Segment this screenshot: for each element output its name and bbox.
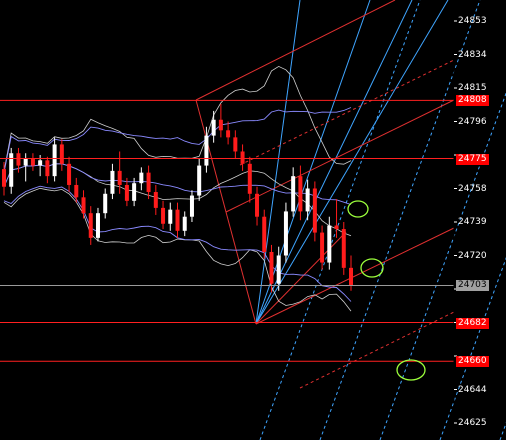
fan-dashed-line [259, 0, 421, 440]
candle-body [88, 213, 93, 238]
candle-body [168, 209, 173, 224]
candle-body [233, 137, 238, 152]
channel-lines [195, 0, 455, 389]
candle-body [189, 195, 194, 217]
candle-body [23, 158, 28, 166]
candle-body [30, 158, 35, 166]
candle-body [38, 160, 43, 166]
axis-tick-label: 24644 [458, 384, 487, 395]
highlight-ellipse [347, 200, 369, 218]
axis-tick-label: 24853 [458, 16, 487, 26]
candle-body [320, 232, 325, 263]
band-lower [3, 187, 352, 312]
candle-body [124, 184, 129, 201]
candle-body [16, 153, 21, 166]
candle-body [153, 192, 158, 208]
level-tag: 24808 [456, 95, 489, 107]
highlight-ellipses [347, 200, 426, 381]
channel-lower [255, 227, 455, 325]
candle-body [312, 188, 317, 233]
candle-body [247, 163, 252, 194]
candle-body [139, 172, 144, 184]
candle-body [110, 170, 115, 194]
axis-tick-label: 24758 [458, 183, 487, 194]
candle-body [132, 183, 137, 201]
candle-body [182, 216, 187, 231]
candle-body [341, 229, 346, 268]
candle-body [197, 165, 202, 196]
candle-body [334, 225, 339, 230]
fan-line [255, 0, 449, 325]
fan-dashed-line [319, 0, 481, 440]
level-tag: 24703 [456, 280, 489, 292]
candle-body [146, 172, 151, 193]
candle-body [161, 207, 166, 224]
fan-lines [255, 0, 506, 440]
axis-tick-label: 24815 [458, 83, 487, 93]
axis-tick-label: 24739 [458, 217, 487, 227]
candle-body [305, 188, 310, 212]
channel-dashed [299, 311, 455, 389]
candle-body [103, 193, 108, 214]
candle-body [349, 267, 353, 286]
candle-body [9, 153, 14, 187]
level-tag: 24682 [456, 317, 489, 329]
candle-body [45, 160, 50, 177]
fan-line [255, 0, 301, 325]
candle-body [269, 251, 274, 284]
candle-body [226, 130, 231, 138]
candle-body [291, 176, 296, 212]
channel-dashed [239, 59, 455, 166]
fan-dashed-line [499, 422, 506, 440]
highlight-ellipse [396, 359, 426, 381]
axis-tick-label: 24720 [458, 250, 487, 261]
candle-body [218, 119, 223, 131]
candle-body [204, 135, 209, 166]
candle-body [240, 151, 245, 164]
candle-body [67, 163, 72, 185]
candle-body [211, 119, 216, 136]
candle-body [2, 169, 6, 187]
candle-body [52, 144, 57, 177]
candle-body [283, 211, 288, 256]
highlight-ellipse [360, 258, 384, 278]
axis-tick-label: 24796 [458, 116, 487, 127]
level-tag: 24660 [456, 356, 489, 368]
channel-upper [195, 0, 396, 101]
candle-body [74, 184, 79, 198]
candles [2, 103, 353, 293]
fan-dashed-line [379, 92, 506, 440]
candle-body [276, 255, 281, 284]
candle-body [262, 216, 267, 252]
axis-tick-label: 24834 [458, 49, 487, 60]
candle-body [59, 144, 64, 164]
candle-body [95, 213, 100, 238]
horizontal-levels [0, 99, 454, 362]
level-tag: 24775 [456, 153, 489, 165]
channel-mid [225, 99, 455, 213]
candle-body [255, 193, 260, 217]
swing-leg [195, 99, 257, 325]
candle-body [117, 170, 122, 185]
candle-body [327, 225, 332, 263]
candle-body [298, 176, 303, 212]
fan-line [255, 0, 413, 325]
fan-line [255, 0, 371, 325]
candle-body [81, 197, 86, 214]
axis-tick-label: 24625 [458, 418, 487, 428]
candle-body [175, 209, 180, 231]
